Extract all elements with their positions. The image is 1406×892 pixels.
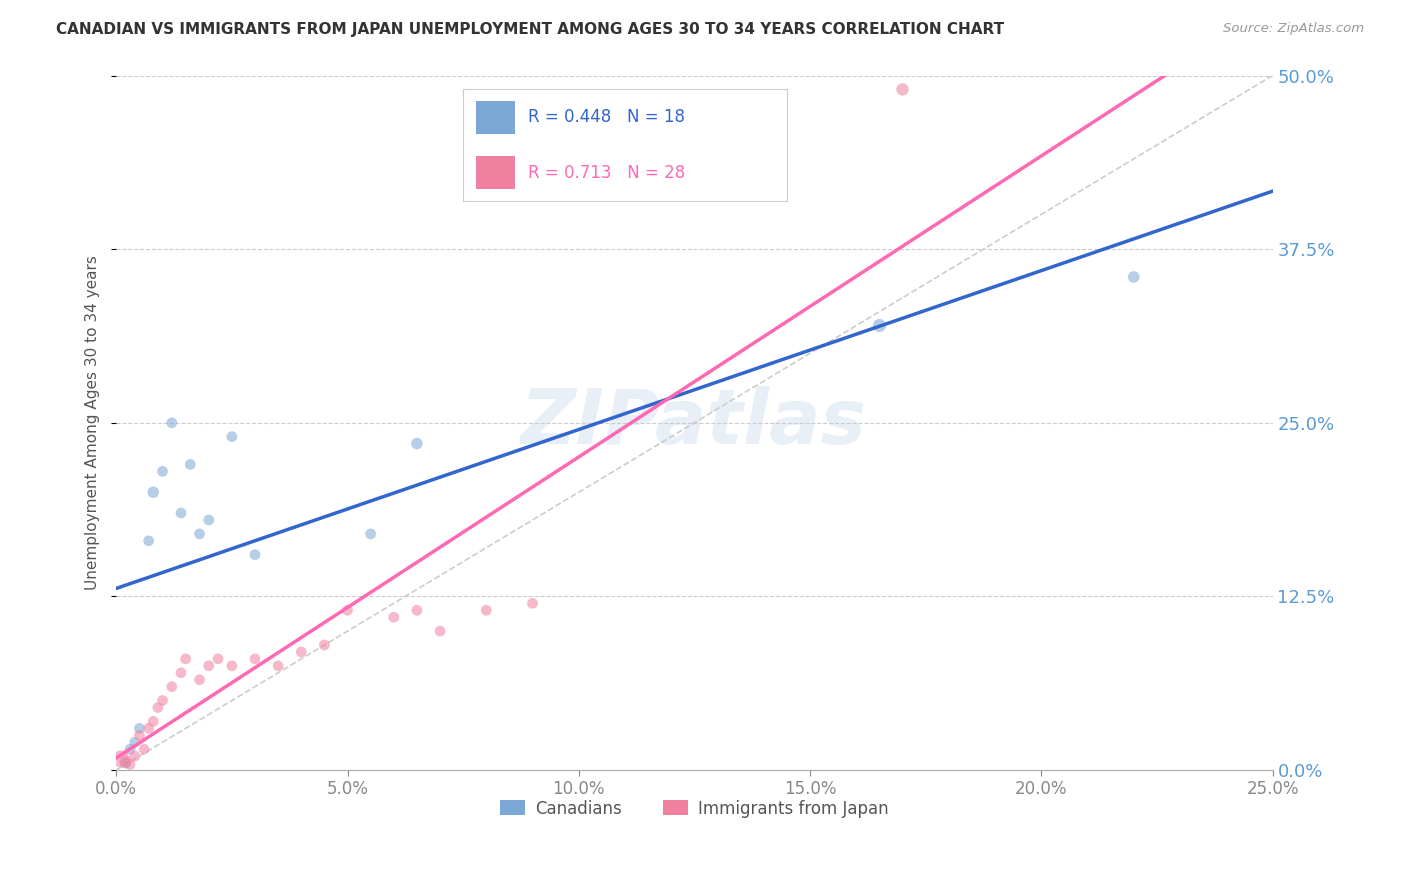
Point bbox=[114, 756, 136, 770]
Point bbox=[146, 700, 169, 714]
Point bbox=[132, 742, 155, 756]
Text: CANADIAN VS IMMIGRANTS FROM JAPAN UNEMPLOYMENT AMONG AGES 30 TO 34 YEARS CORRELA: CANADIAN VS IMMIGRANTS FROM JAPAN UNEMPL… bbox=[56, 22, 1004, 37]
Point bbox=[128, 722, 150, 736]
Y-axis label: Unemployment Among Ages 30 to 34 years: Unemployment Among Ages 30 to 34 years bbox=[86, 255, 100, 591]
Point bbox=[142, 485, 165, 500]
Point bbox=[221, 430, 243, 444]
Point bbox=[382, 610, 405, 624]
Point bbox=[152, 464, 174, 478]
Point bbox=[124, 749, 146, 764]
Point bbox=[243, 548, 266, 562]
Point bbox=[128, 728, 150, 742]
Point bbox=[174, 652, 197, 666]
Point bbox=[360, 527, 382, 541]
Point bbox=[138, 533, 160, 548]
Point bbox=[336, 603, 359, 617]
Point bbox=[868, 318, 890, 333]
Point bbox=[197, 513, 219, 527]
Point bbox=[110, 752, 132, 766]
Point bbox=[207, 652, 229, 666]
Point bbox=[429, 624, 451, 639]
Point bbox=[170, 506, 193, 520]
Point bbox=[124, 735, 146, 749]
Text: ZIPatlas: ZIPatlas bbox=[522, 385, 868, 459]
Point bbox=[160, 680, 183, 694]
Point bbox=[152, 693, 174, 707]
Point bbox=[267, 658, 290, 673]
Point bbox=[891, 82, 914, 96]
Point bbox=[179, 458, 201, 472]
Point bbox=[290, 645, 312, 659]
Point bbox=[314, 638, 336, 652]
Point bbox=[120, 742, 142, 756]
Point bbox=[170, 665, 193, 680]
Point bbox=[522, 596, 544, 610]
Text: Source: ZipAtlas.com: Source: ZipAtlas.com bbox=[1223, 22, 1364, 36]
Point bbox=[243, 652, 266, 666]
Point bbox=[120, 757, 142, 772]
Point bbox=[1122, 269, 1144, 284]
Point bbox=[114, 755, 136, 769]
Point bbox=[406, 436, 429, 450]
Point bbox=[197, 658, 219, 673]
Point bbox=[138, 722, 160, 736]
Point bbox=[221, 658, 243, 673]
Point bbox=[188, 673, 211, 687]
Point bbox=[406, 603, 429, 617]
Legend: Canadians, Immigrants from Japan: Canadians, Immigrants from Japan bbox=[494, 793, 896, 824]
Point bbox=[188, 527, 211, 541]
Point bbox=[142, 714, 165, 729]
Point bbox=[475, 603, 498, 617]
Point bbox=[160, 416, 183, 430]
